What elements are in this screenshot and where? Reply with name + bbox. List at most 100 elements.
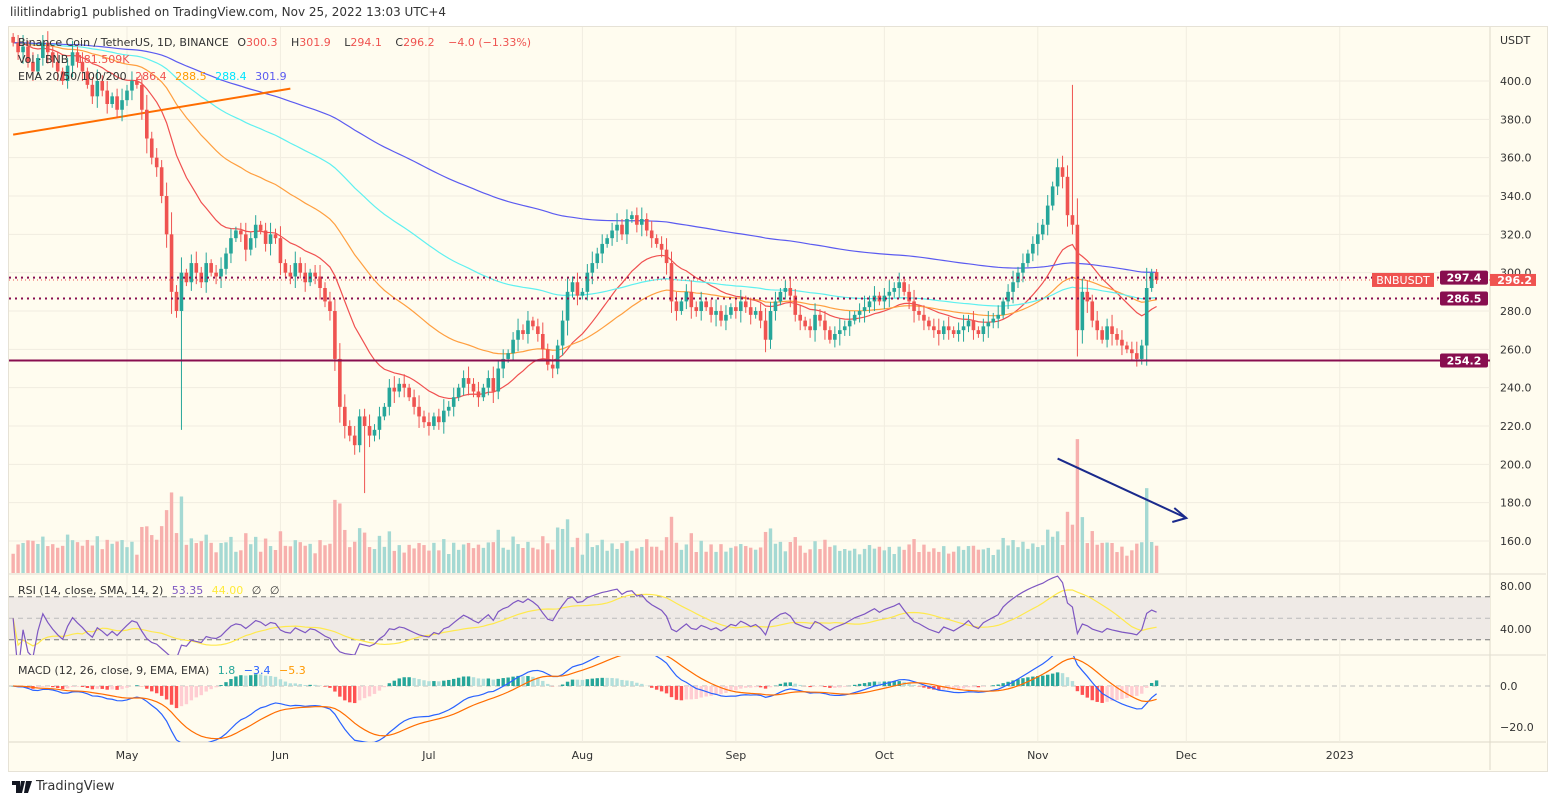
volume-bar xyxy=(783,551,788,573)
volume-bars xyxy=(11,439,1159,573)
macd-hist-bar xyxy=(664,686,669,694)
candle-body xyxy=(100,81,105,91)
macd-hist-bar xyxy=(793,683,797,686)
macd-hist-bar xyxy=(452,678,456,686)
volume-bar xyxy=(778,541,783,573)
macd-hist-bar xyxy=(942,686,946,690)
volume-bar xyxy=(961,549,966,573)
candle-body xyxy=(694,307,699,312)
candle-body xyxy=(427,422,431,427)
tradingview-brand[interactable]: TradingView xyxy=(12,779,115,794)
candle-body xyxy=(590,263,595,273)
candle xyxy=(669,251,674,313)
candle-body xyxy=(189,263,194,283)
macd-signal-value: −5.3 xyxy=(279,664,306,677)
macd-hist-bar xyxy=(595,678,599,686)
rsi-label[interactable]: RSI (14, close, SMA, 14, 2) xyxy=(18,584,164,597)
macd-hist-bar xyxy=(570,679,575,686)
macd-hist-bar xyxy=(1036,676,1040,686)
macd-hist-bar xyxy=(991,685,995,686)
candle xyxy=(120,88,124,122)
candle xyxy=(1135,341,1139,367)
candle xyxy=(397,378,402,398)
candle-body xyxy=(461,378,466,388)
macd-hist-bar xyxy=(1140,686,1144,694)
macd-tick-label: −20.0 xyxy=(1500,721,1534,734)
macd-hist-bar xyxy=(239,675,243,686)
candle-body xyxy=(362,416,367,427)
candle xyxy=(743,295,748,313)
candle-body xyxy=(293,263,298,277)
candle xyxy=(432,412,436,430)
macd-hist-bar xyxy=(1050,673,1055,686)
candle xyxy=(248,232,253,256)
volume-bar xyxy=(387,531,392,573)
macd-hist-bar xyxy=(669,686,674,698)
candle-body xyxy=(164,196,169,235)
ema-legend: EMA 20/50/100/200 286.4 288.5 288.4 301.… xyxy=(18,70,292,83)
macd-hist-bar xyxy=(174,686,179,709)
volume-bar xyxy=(1075,439,1080,573)
candle-body xyxy=(1026,253,1030,264)
macd-hist-bar xyxy=(1105,686,1109,702)
candle xyxy=(1031,236,1035,262)
candle xyxy=(258,220,263,235)
macd-hist-bar xyxy=(808,686,812,688)
macd-hist-bar xyxy=(605,677,609,686)
candle xyxy=(531,316,535,331)
candle-body xyxy=(1135,353,1139,359)
candle xyxy=(209,259,213,277)
volume-bar xyxy=(511,536,515,573)
candle-body xyxy=(471,383,476,392)
candle-body xyxy=(956,330,961,335)
macd-hist-bar xyxy=(155,686,159,694)
candle xyxy=(961,314,966,342)
candle xyxy=(842,320,847,336)
volume-bar xyxy=(892,554,896,573)
candle-body xyxy=(892,288,897,292)
symbol-badge xyxy=(1372,272,1434,287)
macd-hist-bar xyxy=(709,686,713,696)
macd-hist-bar xyxy=(546,683,550,686)
candle-body xyxy=(555,345,560,369)
candle xyxy=(585,264,590,301)
candle xyxy=(357,409,362,453)
macd-hist-bar xyxy=(85,686,90,689)
macd-hist-bar xyxy=(961,686,966,689)
candle xyxy=(724,305,728,331)
symbol-title[interactable]: Binance Coin / TetherUS, 1D, BINANCE xyxy=(18,36,229,49)
candle-body xyxy=(615,224,619,231)
volume-bar xyxy=(1021,541,1025,573)
ema-label[interactable]: EMA 20/50/100/200 xyxy=(18,70,127,83)
macd-hist-bar xyxy=(249,675,253,686)
volume-label[interactable]: Vol · BNB xyxy=(18,53,69,66)
candle xyxy=(204,252,208,293)
candle-body xyxy=(729,307,733,315)
macd-hist-bar xyxy=(65,686,70,689)
candle-body xyxy=(1080,291,1085,331)
candle xyxy=(927,316,931,331)
candle-body xyxy=(437,416,441,423)
candle-body xyxy=(338,358,342,407)
candle xyxy=(803,316,807,331)
volume-bar xyxy=(664,537,669,573)
candle-body xyxy=(1110,326,1114,335)
candle-body xyxy=(649,230,654,239)
volume-bar xyxy=(575,537,580,573)
macd-hist-bar xyxy=(486,678,491,686)
candle-body xyxy=(1090,301,1095,321)
macd-hist-bar xyxy=(971,686,976,688)
candle-body xyxy=(981,326,986,335)
macd-hist-bar xyxy=(377,686,382,691)
ema200-value: 301.9 xyxy=(255,70,287,83)
candle xyxy=(897,272,901,298)
macd-hist-bar xyxy=(372,686,377,694)
candle-body xyxy=(714,311,718,315)
macd-hist-bar xyxy=(857,683,862,686)
candle xyxy=(402,374,406,398)
candle-body xyxy=(630,215,634,220)
macd-label[interactable]: MACD (12, 26, close, 9, EMA, EMA) xyxy=(18,664,210,677)
candle-body xyxy=(1105,326,1109,340)
candle xyxy=(575,272,580,306)
